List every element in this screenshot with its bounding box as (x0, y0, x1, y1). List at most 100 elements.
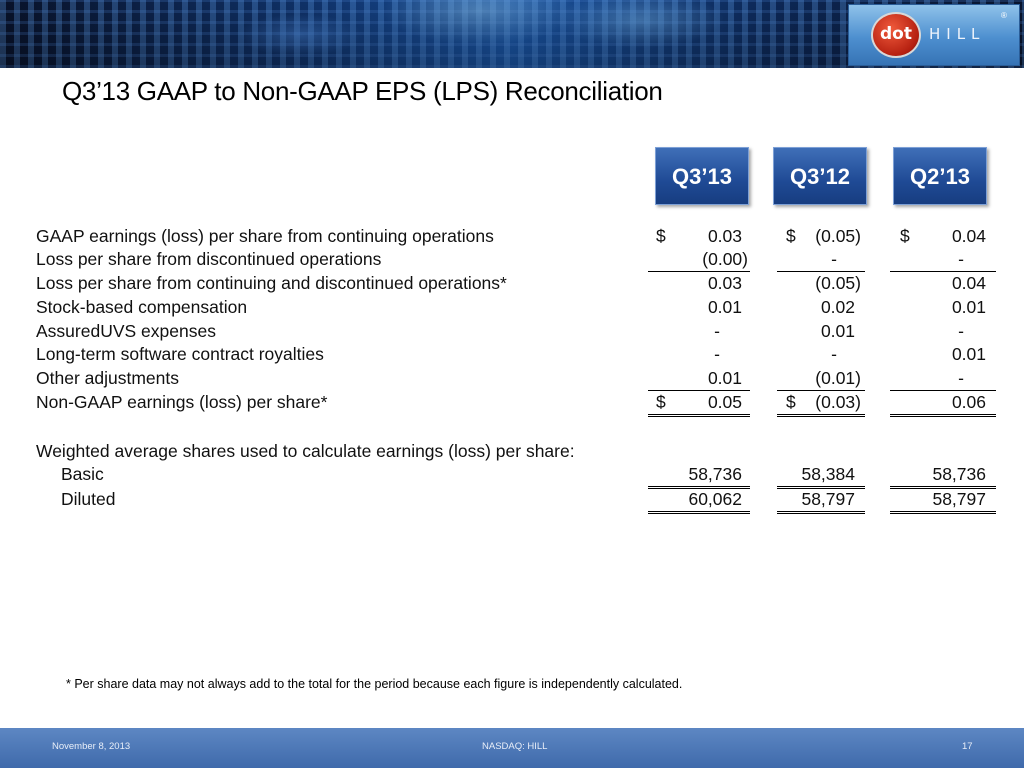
table-row: GAAP earnings (loss) per share from cont… (0, 224, 1024, 248)
footer-ticker: NASDAQ: HILL (482, 741, 548, 752)
dollar-sign: $ (786, 226, 796, 246)
logo-registered-mark: ® (1001, 11, 1007, 20)
dollar-sign: $ (656, 392, 666, 412)
cell-q3-13: 0.01 (648, 366, 750, 391)
cell-q2-13: - (890, 366, 996, 391)
cell-value: - (714, 321, 720, 341)
row-label: Loss per share from discontinued operati… (36, 249, 382, 269)
cell-value: 0.01 (951, 344, 986, 364)
cell-value: (0.05) (815, 273, 861, 293)
cell-value: 58,736 (932, 464, 986, 484)
cell-value: (0.05) (815, 226, 861, 246)
logo-hill-text: HILL (929, 25, 986, 43)
cell-value: 0.01 (707, 368, 742, 388)
table-row: Stock-based compensation 0.01 0.02 0.01 (0, 295, 1024, 319)
shares-heading-row: Weighted average shares used to calculat… (0, 439, 1024, 463)
table-row: Diluted 60,062 58,797 58,797 (0, 487, 1024, 514)
logo-dot-text: dot (880, 24, 912, 44)
cell-value: 0.04 (951, 273, 986, 293)
cell-value: 0.02 (820, 297, 855, 317)
table-row: Other adjustments 0.01 (0.01) - (0, 366, 1024, 391)
cell-q2-13: $0.04 (890, 224, 996, 248)
column-header-q3-13: Q3’13 (655, 147, 749, 205)
dothill-logo: dot HILL ® (848, 4, 1020, 66)
page-number: 17 (962, 741, 973, 752)
cell-q3-12: $ (0.03) (777, 390, 865, 417)
row-label: Diluted (61, 489, 116, 509)
cell-value: (0.03) (815, 392, 861, 412)
footer-date: November 8, 2013 (52, 741, 131, 752)
cell-q2-13: 58,797 (890, 487, 996, 514)
cell-q3-12: (0.05) (777, 271, 865, 295)
cell-q3-13: $0.05 (648, 390, 750, 417)
cell-q2-13: 0.01 (890, 342, 996, 366)
table-row: AssuredUVS expenses - 0.01 - (0, 319, 1024, 343)
table-row: Loss per share from discontinued operati… (0, 247, 1024, 272)
cell-q3-13: - (648, 342, 750, 366)
row-label: Non-GAAP earnings (loss) per share* (36, 392, 328, 412)
table-row: Loss per share from continuing and disco… (0, 271, 1024, 295)
cell-q3-12: $ (0.05) (777, 224, 865, 248)
row-label: GAAP earnings (loss) per share from cont… (36, 226, 494, 246)
dollar-sign: $ (900, 226, 910, 246)
cell-value: 0.01 (820, 321, 855, 341)
cell-value: (0.00) (702, 249, 748, 269)
cell-value: 60,062 (688, 489, 742, 509)
cell-value: 0.06 (951, 392, 986, 412)
row-label: Basic (61, 464, 104, 484)
cell-value: 58,384 (801, 464, 855, 484)
cell-value: 0.01 (707, 297, 742, 317)
row-label: Loss per share from continuing and disco… (36, 273, 507, 293)
cell-q3-13: (0.00) (648, 247, 750, 272)
cell-q2-13: 0.04 (890, 271, 996, 295)
cell-q3-12: - (777, 342, 865, 366)
cell-q3-13: 60,062 (648, 487, 750, 514)
cell-q3-12: 0.02 (777, 295, 865, 319)
cell-value: 0.04 (951, 226, 986, 246)
cell-value: - (714, 344, 720, 364)
cell-value: 58,797 (801, 489, 855, 509)
cell-value: (0.01) (815, 368, 861, 388)
cell-q2-13: - (890, 247, 996, 272)
page-title: Q3’13 GAAP to Non-GAAP EPS (LPS) Reconci… (62, 76, 663, 106)
shares-heading: Weighted average shares used to calculat… (36, 441, 575, 461)
cell-q3-12: - (777, 247, 865, 272)
cell-q2-13: 58,736 (890, 462, 996, 489)
cell-value: 58,797 (932, 489, 986, 509)
table-row: Non-GAAP earnings (loss) per share* $0.0… (0, 390, 1024, 417)
column-header-q3-12: Q3’12 (773, 147, 867, 205)
dollar-sign: $ (786, 392, 796, 412)
cell-value: 0.05 (707, 392, 742, 412)
footer-bar: November 8, 2013 NASDAQ: HILL 17 (0, 728, 1024, 768)
row-label: Stock-based compensation (36, 297, 248, 317)
cell-value: 58,736 (688, 464, 742, 484)
logo-dot-circle: dot (871, 12, 921, 58)
footnote: * Per share data may not always add to t… (66, 677, 683, 691)
cell-value: 0.03 (707, 226, 742, 246)
cell-value: - (958, 321, 964, 341)
cell-q3-12: 58,797 (777, 487, 865, 514)
cell-value: - (831, 249, 837, 269)
cell-q2-13: 0.06 (890, 390, 996, 417)
cell-q3-12: (0.01) (777, 366, 865, 391)
cell-q3-12: 58,384 (777, 462, 865, 489)
dollar-sign: $ (656, 226, 666, 246)
cell-q3-12: 0.01 (777, 319, 865, 343)
cell-q2-13: 0.01 (890, 295, 996, 319)
row-label: AssuredUVS expenses (36, 321, 216, 341)
table-row: Basic 58,736 58,384 58,736 (0, 462, 1024, 489)
cell-value: 0.03 (707, 273, 742, 293)
cell-q3-13: - (648, 319, 750, 343)
cell-value: - (958, 249, 964, 269)
cell-value: - (831, 344, 837, 364)
cell-value: 0.01 (951, 297, 986, 317)
cell-q3-13: 58,736 (648, 462, 750, 489)
table-row: Long-term software contract royalties - … (0, 342, 1024, 366)
cell-q3-13: 0.03 (648, 271, 750, 295)
cell-q2-13: - (890, 319, 996, 343)
cell-q3-13: 0.01 (648, 295, 750, 319)
cell-value: - (958, 368, 964, 388)
cell-q3-13: $0.03 (648, 224, 750, 248)
column-header-q2-13: Q2’13 (893, 147, 987, 205)
row-label: Other adjustments (36, 368, 179, 388)
